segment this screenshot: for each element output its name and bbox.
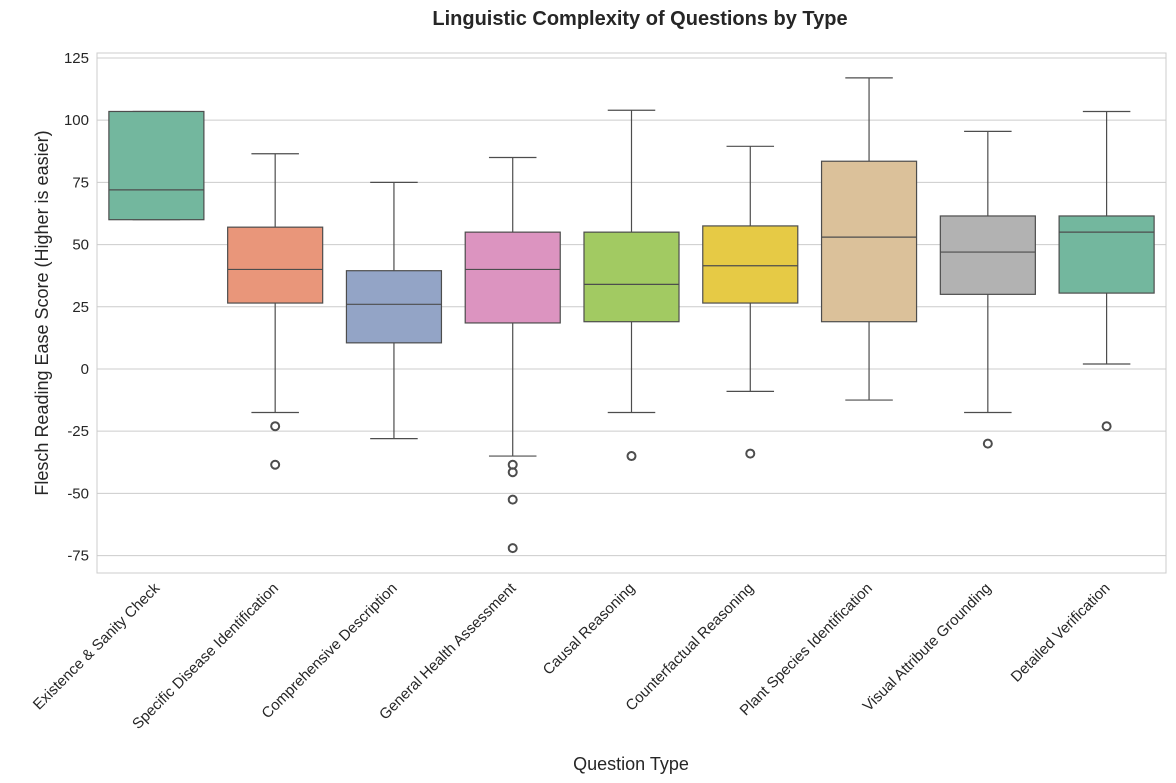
box-group: [939, 130, 1036, 449]
iqr-box: [464, 231, 561, 324]
outlier-point: [507, 543, 518, 554]
box-group: [464, 156, 561, 554]
outlier-point: [507, 494, 518, 505]
box-group: [108, 110, 205, 221]
y-tick-label: -25: [67, 423, 89, 440]
x-tick-label: Counterfactual Reasoning: [622, 580, 757, 715]
outlier-point: [507, 467, 518, 478]
x-tick-label: Existence & Sanity Check: [30, 579, 164, 713]
x-tick-label: General Health Assessment: [376, 579, 520, 723]
y-tick-label: 25: [72, 299, 89, 316]
outlier-point: [745, 448, 756, 459]
iqr-box: [108, 110, 205, 221]
x-tick-label: Comprehensive Description: [258, 580, 400, 722]
y-tick-label: -75: [67, 548, 89, 565]
box-group: [1058, 110, 1155, 432]
outlier-point: [270, 459, 281, 470]
plot-frame: [96, 52, 1167, 574]
box-layer: [108, 77, 1155, 554]
iqr-box: [820, 160, 918, 323]
y-tick-label: 50: [72, 237, 89, 254]
iqr-box: [583, 231, 680, 323]
box-group: [227, 153, 324, 470]
y-tick-label: 125: [64, 50, 89, 67]
y-tick-label: 75: [72, 174, 89, 191]
box-group: [583, 109, 680, 462]
x-axis-label: Question Type: [573, 754, 689, 774]
y-tick-label: 0: [81, 361, 89, 378]
outlier-point: [1101, 421, 1112, 432]
x-tick-label: Plant Species Identification: [736, 580, 875, 719]
x-tick-label: Detailed Verification: [1008, 580, 1114, 686]
iqr-box: [227, 226, 324, 304]
x-tick-label: Visual Attribute Grounding: [860, 580, 995, 715]
iqr-box: [702, 225, 799, 304]
x-tick-label: Causal Reasoning: [540, 580, 639, 679]
y-axis-label: Flesch Reading Ease Score (Higher is eas…: [32, 130, 52, 495]
iqr-box: [939, 215, 1036, 295]
outlier-point: [626, 451, 637, 462]
y-tick-label: 100: [64, 112, 89, 129]
outlier-point: [982, 438, 993, 449]
iqr-box: [345, 270, 443, 344]
chart-title: Linguistic Complexity of Questions by Ty…: [432, 8, 847, 30]
iqr-box: [1058, 215, 1155, 294]
outlier-point: [270, 421, 281, 432]
box-group: [345, 181, 443, 440]
y-tick-label: -50: [67, 485, 89, 502]
y-tick-labels: -75 -50 -25 0 25 50 75 100 125: [64, 50, 89, 565]
box-group: [702, 145, 799, 459]
box-group: [820, 77, 918, 401]
